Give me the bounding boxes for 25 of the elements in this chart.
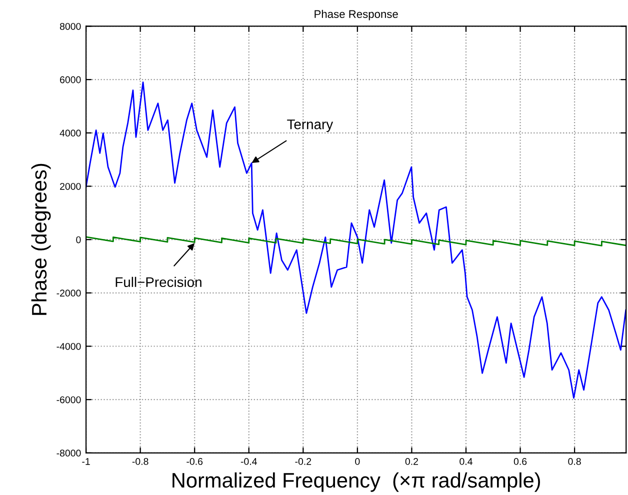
y-tick-label: 6000 <box>60 76 81 84</box>
x-tick-label: 0 <box>355 458 360 465</box>
y-tick-label: -8000 <box>56 450 81 457</box>
y-tick-label: 2000 <box>60 182 81 190</box>
x-tick-label: 0.8 <box>568 458 581 465</box>
y-tick-label: -4000 <box>56 342 81 350</box>
y-tick-label: -2000 <box>56 290 81 297</box>
annotation: Ternary <box>287 120 334 132</box>
x-tick-label: 0.6 <box>514 458 527 465</box>
x-tick-label: 0.4 <box>460 458 472 465</box>
x-axis-title: Normalized Frequency (×π rad/sample) <box>172 472 540 492</box>
chart-title: Phase Response <box>314 10 398 20</box>
x-tick-label: -0.2 <box>295 458 312 465</box>
y-tick-label: 4000 <box>60 130 81 137</box>
x-tick-label: -0.4 <box>240 458 257 465</box>
annotation: Full−Precision <box>116 276 202 288</box>
y-tick-label: -6000 <box>56 396 81 404</box>
y-tick-label: 8000 <box>60 22 81 30</box>
x-tick-label: 0.2 <box>405 458 418 465</box>
y-tick-label: 0 <box>76 236 81 244</box>
x-tick-label: -0.6 <box>186 458 203 465</box>
line-series <box>86 82 626 399</box>
x-tick-label: -1 <box>82 458 90 465</box>
y-axis-title: Phase (degrees) <box>31 164 51 315</box>
x-tick-label: -0.8 <box>132 458 148 465</box>
